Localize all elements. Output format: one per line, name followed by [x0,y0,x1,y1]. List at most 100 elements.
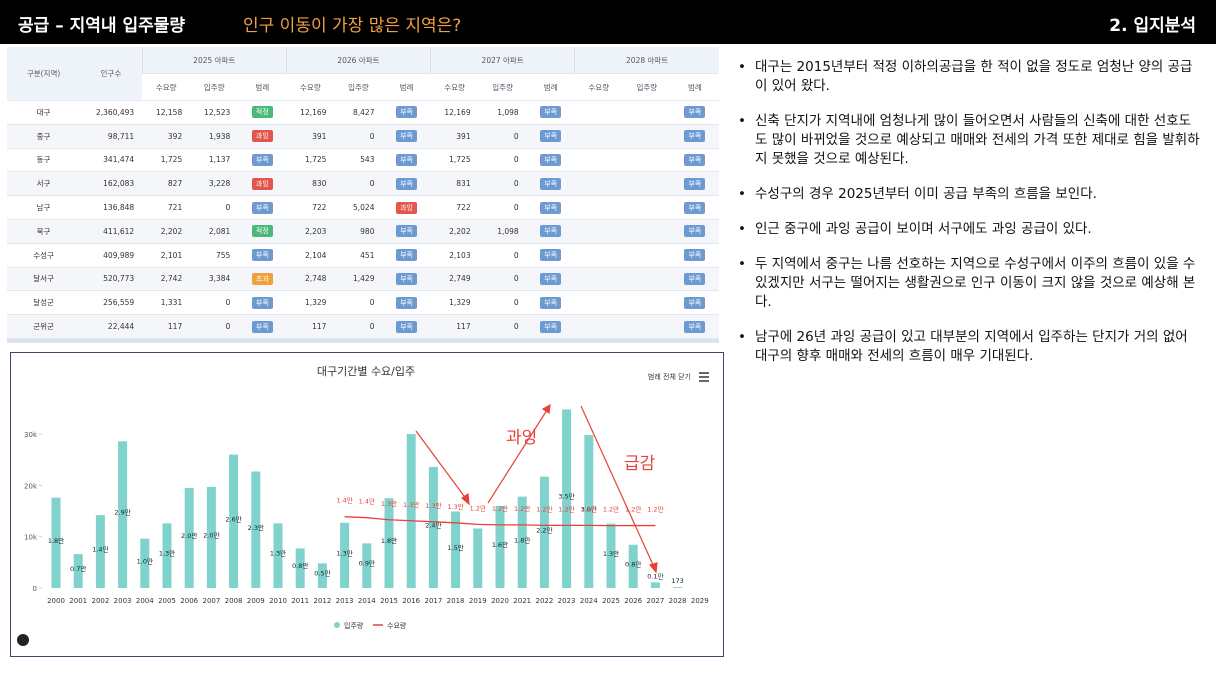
bar [251,471,261,588]
bar-label: 1.4만 [92,545,108,554]
region: 동구 [7,148,81,173]
demand: 12,158 [142,100,191,125]
demand: 391 [286,124,335,149]
x-tick-label: 2015 [380,597,398,605]
badge: 적정 [251,106,273,119]
annotation: 급감 [624,454,656,474]
legend-cell: 부족 [382,100,431,125]
bar [162,523,172,588]
legend-cell: 부족 [526,171,575,197]
annotation: 과잉 [506,428,537,448]
legend-cell: 과잉 [238,171,287,197]
badge: 부족 [251,320,273,333]
sub-header: 수요량 [142,73,191,101]
region: 군위군 [7,314,81,339]
legend-cell: 부족 [526,100,575,125]
bar-label: 173 [671,577,683,585]
badge: 부족 [540,320,562,333]
region: 북구 [7,219,81,244]
bar [517,496,527,588]
bar [362,543,372,588]
legend-cell: 부족 [526,243,575,268]
x-tick-label: 2004 [136,597,154,605]
legend-label: 수요량 [387,622,407,630]
bar-label: 2.3만 [248,523,264,532]
badge: 초과 [251,272,273,285]
supply: 0 [478,195,527,220]
demand: 1,725 [142,148,191,173]
line-label: 1.3만 [447,502,463,511]
bullet: 남구에 26년 과잉 공급이 있고 대부분의 지역에서 입주하는 단지가 거의 … [738,328,1200,366]
menu-icon[interactable] [699,372,709,382]
bar [229,454,239,588]
bullet: 두 지역에서 중구는 나름 선호하는 지역으로 수성구에서 이주의 흐름이 있을… [738,255,1200,312]
region: 수성구 [7,243,81,268]
supply: 451 [334,243,383,268]
legend-cell: 부족 [382,219,431,244]
legend-cell: 부족 [670,124,719,149]
bar [584,435,594,588]
supply: 543 [334,148,383,173]
legend-cell: 부족 [670,219,719,244]
legend-cell: 부족 [670,290,719,316]
demand: 721 [142,195,191,220]
table: 구분(지역) 인구수 2025 아파트 2026 아파트 2027 아파트 2028 아파… [7,47,719,339]
supply [622,267,671,292]
bar [606,523,616,588]
line-label: 1.2만 [470,503,486,512]
demand [574,171,623,197]
bar-label: 1.3만 [159,549,175,558]
bar [428,466,438,588]
bar-label: 0.8만 [625,559,641,568]
bar [673,587,683,588]
population: 162,083 [80,171,143,197]
demand-line [344,516,656,527]
badge: 부족 [684,320,706,333]
supply: 0 [478,267,527,292]
x-tick-label: 2013 [336,597,354,605]
supply: 755 [190,243,239,268]
demand: 1,725 [430,148,479,173]
badge: 부족 [540,201,562,214]
legend-cell: 부족 [382,314,431,339]
x-tick-label: 2020 [491,597,509,605]
demand: 391 [430,124,479,149]
demand: 2,202 [142,219,191,244]
line-label: 1.3만 [381,499,397,508]
badge: 부족 [396,225,417,238]
x-tick-label: 2007 [202,597,220,605]
legend-cell: 부족 [382,171,431,197]
legend-cell: 부족 [238,314,287,339]
legend-cell: 부족 [382,243,431,268]
table-row: 동구 341,474 1,725 1,137 부족 1,725 543 부족 1,725 0 부족 부… [7,148,719,173]
bar [51,497,61,588]
x-tick-label: 2017 [424,597,442,605]
legend-cell: 부족 [382,290,431,316]
x-tick-label: 2001 [69,597,87,605]
menu-label[interactable]: 범례 전체 닫기 [648,372,691,381]
demand [574,124,623,149]
supply: 12,523 [190,100,239,125]
x-tick-label: 2024 [580,597,598,605]
badge: 부족 [540,153,562,166]
x-tick-label: 2028 [669,597,687,605]
bar-label: 1.3만 [270,549,286,558]
region: 남구 [7,195,81,220]
badge: 부족 [251,201,273,214]
group-header: 2026 아파트 [285,47,431,74]
region: 대구 [7,100,81,125]
legend-cell: 부족 [526,195,575,220]
supply: 1,429 [334,267,383,292]
supply [622,148,671,173]
supply-table: 구분(지역) 인구수 2025 아파트 2026 아파트 2027 아파트 2028 아파… [7,47,719,343]
bar-label: 1.0만 [137,556,153,565]
demand: 722 [430,195,479,220]
legend-cell: 부족 [670,314,719,339]
header-cell: 인구수 [80,47,143,101]
sub-header: 수요량 [574,73,623,101]
demand: 392 [142,124,191,149]
table-row: 중구 98,711 392 1,938 과잉 391 0 부족 391 0 부족 부족 [7,124,719,149]
badge: 부족 [684,249,706,262]
bullet: 인근 중구에 과잉 공급이 보이며 서구에도 과잉 공급이 있다. [738,220,1200,239]
x-tick-label: 2027 [646,597,664,605]
